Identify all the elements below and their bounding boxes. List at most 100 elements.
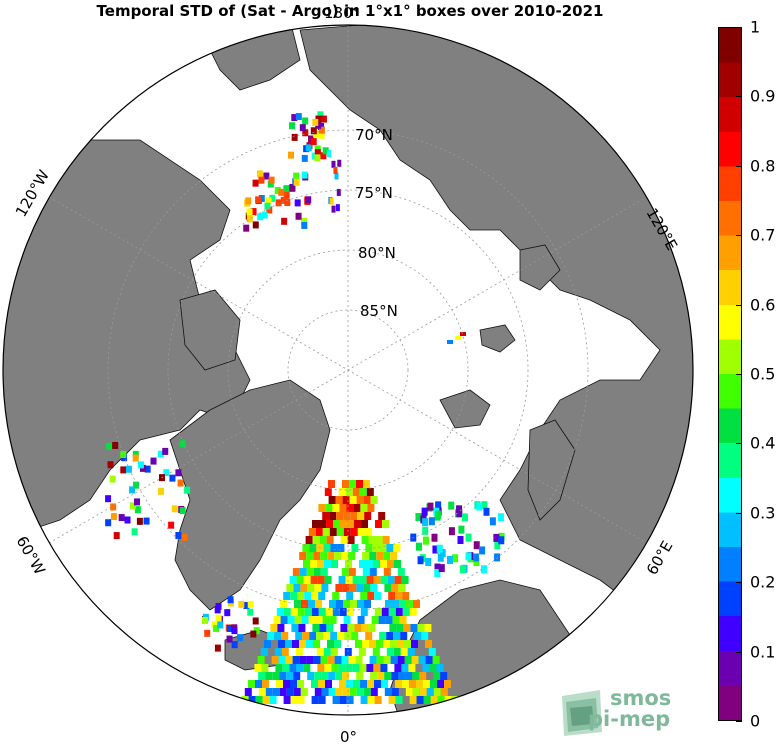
data-cell	[304, 608, 312, 616]
lat-label-85: 85°N	[360, 302, 398, 320]
data-cell	[370, 584, 378, 592]
data-cell	[331, 205, 336, 213]
data-cell	[473, 541, 480, 550]
data-cell	[254, 664, 262, 672]
data-cell	[366, 488, 374, 496]
data-cell	[322, 147, 329, 155]
data-cell	[306, 640, 313, 648]
data-cell	[238, 600, 245, 608]
data-cell	[320, 656, 328, 664]
data-cell	[336, 528, 344, 536]
data-cell	[331, 160, 336, 168]
data-cell	[300, 688, 308, 696]
data-cell	[334, 640, 341, 648]
data-cell	[422, 518, 429, 527]
data-cell	[302, 117, 309, 125]
lat-label-70: 70°N	[355, 126, 393, 144]
data-cell	[423, 696, 431, 704]
data-cell	[321, 672, 329, 680]
data-cell	[461, 513, 468, 522]
data-cell	[373, 560, 380, 568]
data-cell	[247, 600, 254, 608]
data-cell	[363, 688, 371, 696]
data-cell	[395, 680, 402, 688]
data-cell	[105, 519, 112, 527]
data-cell	[171, 505, 178, 513]
data-cell	[440, 688, 448, 696]
data-cell	[387, 576, 395, 584]
data-cell	[315, 616, 323, 624]
data-cell	[432, 545, 439, 554]
data-cell	[411, 640, 418, 648]
data-cell	[411, 656, 419, 664]
data-cell	[364, 600, 371, 608]
data-cell	[280, 600, 287, 608]
lat-label-80: 80°N	[358, 244, 396, 262]
data-cell	[143, 517, 150, 525]
data-cell	[258, 672, 266, 680]
data-cell	[352, 488, 360, 496]
data-cell	[332, 696, 340, 704]
data-cell	[307, 584, 315, 592]
data-cell	[318, 592, 326, 600]
data-cell	[342, 480, 349, 488]
data-cell	[370, 688, 378, 696]
data-cell	[336, 512, 344, 520]
colorbar-tick-mark	[736, 165, 742, 167]
colorbar-tick-label: 0.4	[750, 433, 776, 453]
data-cell	[439, 549, 446, 558]
data-cell	[392, 616, 400, 624]
data-cell	[417, 556, 424, 565]
data-cell	[401, 664, 409, 672]
data-cell	[345, 664, 353, 672]
data-cell	[472, 553, 479, 562]
lat-label-75: 75°N	[355, 184, 393, 202]
data-cell	[291, 133, 298, 141]
data-cell	[385, 600, 392, 608]
data-cell	[393, 544, 401, 552]
data-cell	[329, 616, 337, 624]
data-cell	[323, 648, 331, 656]
data-cell	[253, 627, 260, 635]
data-cell	[311, 696, 319, 704]
data-cell	[415, 542, 422, 551]
data-cell	[201, 617, 208, 625]
data-cell	[352, 576, 360, 584]
data-cell	[272, 688, 280, 696]
data-cell	[332, 608, 340, 616]
data-cell	[290, 696, 298, 704]
data-cell	[293, 178, 300, 186]
data-cell	[387, 560, 394, 568]
data-cell	[248, 696, 256, 704]
data-cell	[303, 664, 311, 672]
data-cell	[313, 552, 321, 560]
data-cell	[162, 447, 169, 455]
data-cell	[384, 672, 392, 680]
data-cell	[179, 507, 186, 515]
data-cell	[364, 512, 372, 520]
data-cell	[359, 488, 367, 496]
data-cell	[393, 648, 401, 656]
data-cell	[348, 552, 356, 560]
data-cell	[226, 624, 233, 632]
data-cell	[319, 624, 327, 632]
data-cell	[381, 680, 388, 688]
data-cell	[423, 536, 430, 545]
data-cell	[293, 584, 301, 592]
lon-label-60e: 60°E	[643, 538, 677, 578]
data-cell	[307, 672, 315, 680]
data-cells	[105, 111, 505, 704]
data-cell	[308, 600, 315, 608]
data-cell	[113, 532, 120, 540]
data-cell	[258, 176, 265, 184]
data-cell	[250, 630, 257, 638]
data-cell	[300, 584, 308, 592]
data-cell	[144, 465, 151, 473]
data-cell	[120, 466, 127, 474]
data-cell	[362, 640, 369, 648]
data-cell	[283, 608, 291, 616]
data-cell	[346, 696, 354, 704]
data-cell	[376, 552, 384, 560]
data-cell	[150, 457, 157, 465]
data-cell	[275, 664, 283, 672]
